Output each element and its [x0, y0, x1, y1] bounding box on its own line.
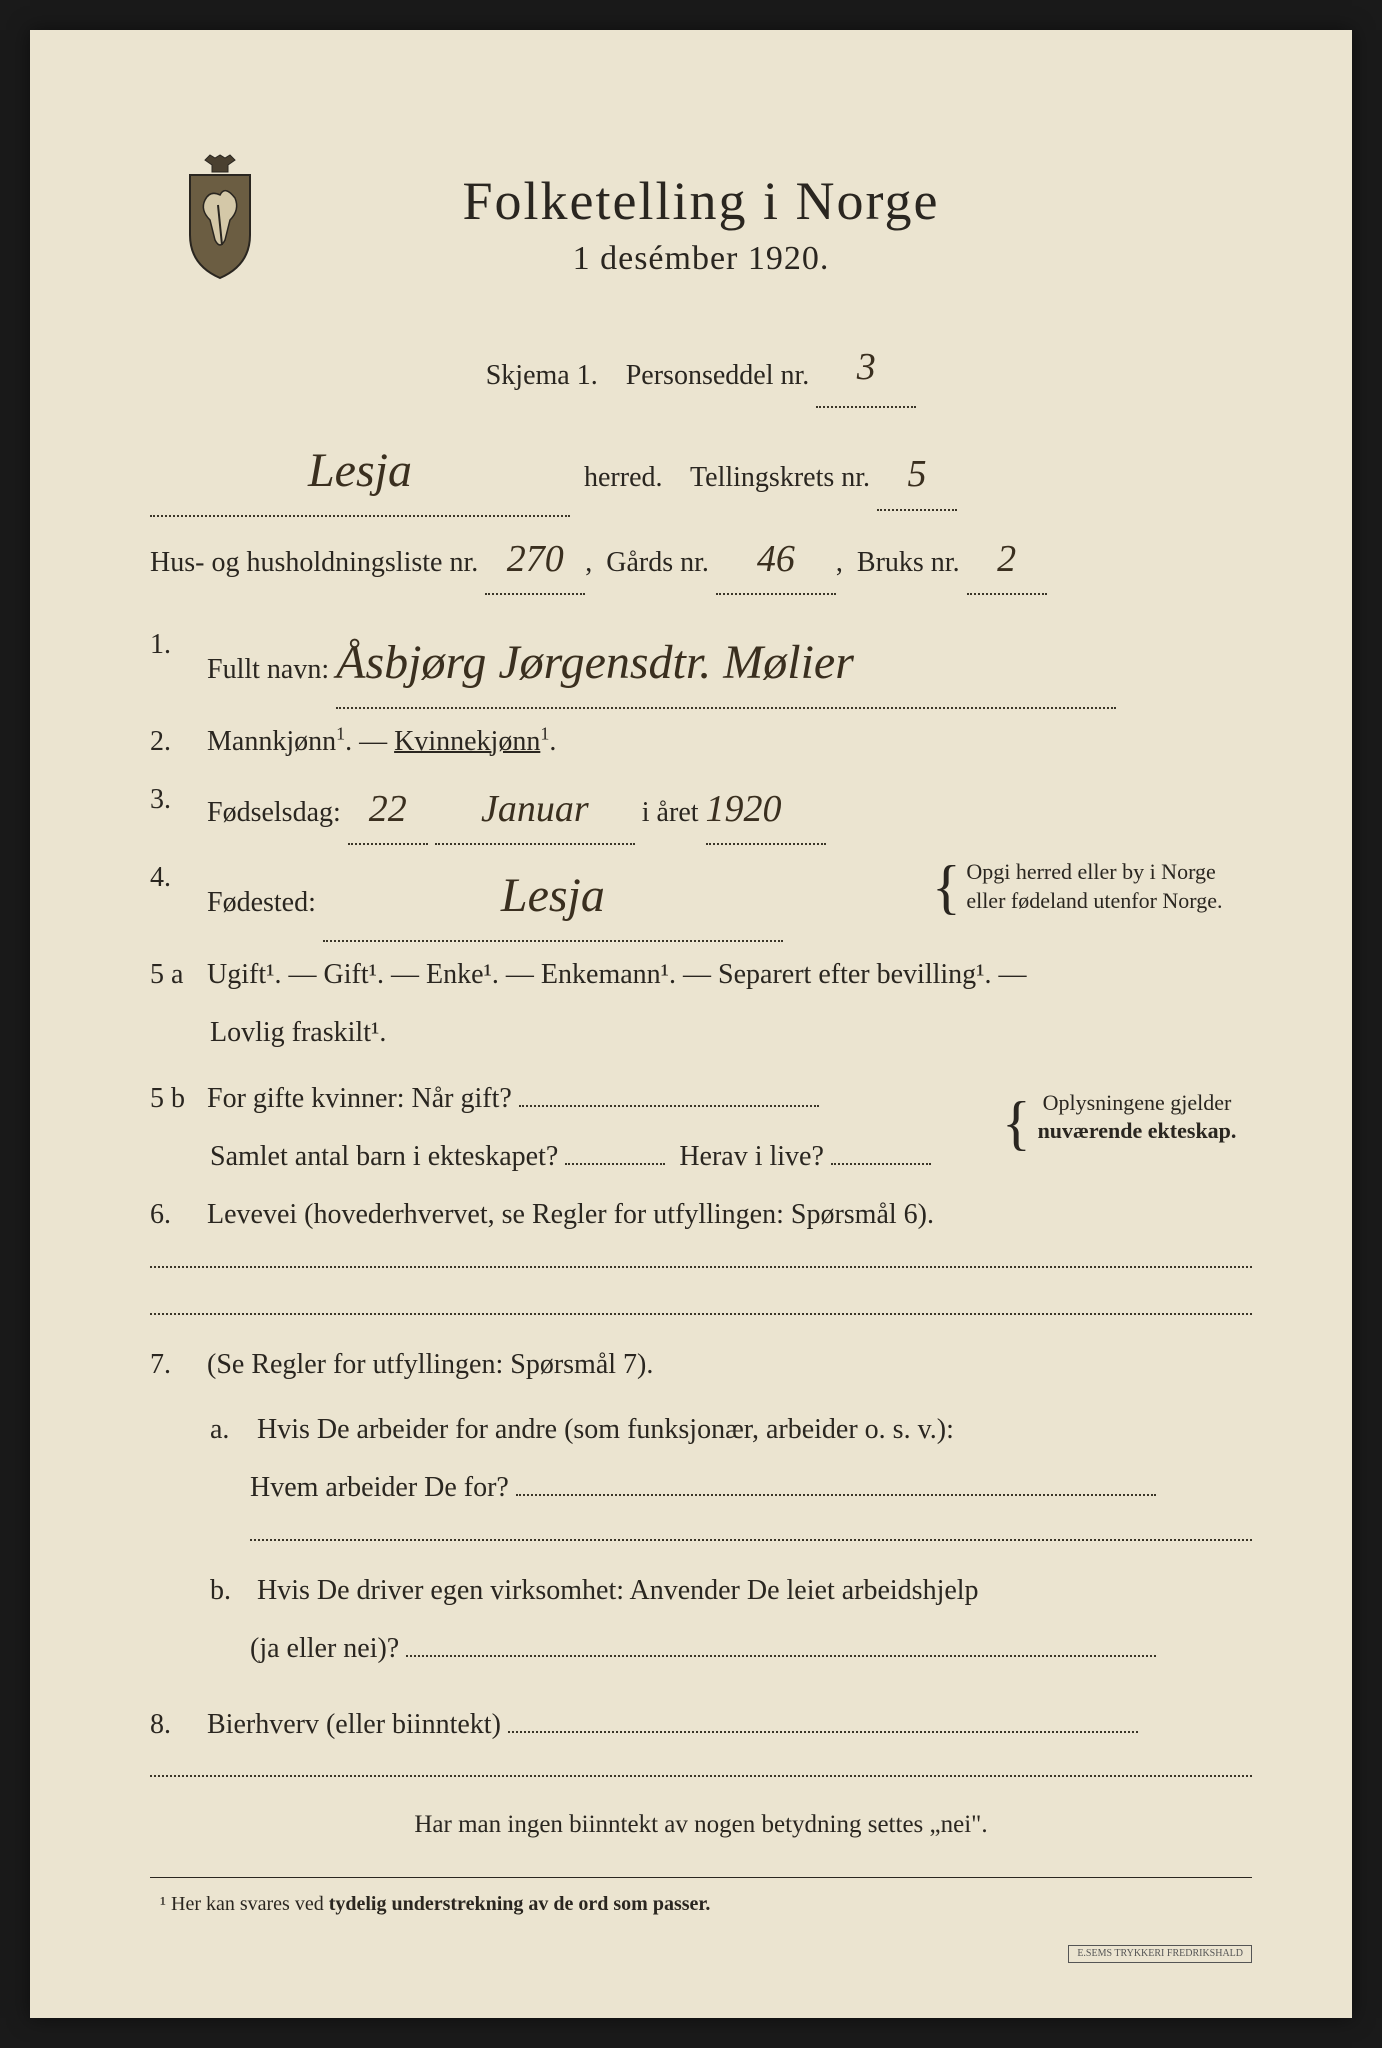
- q2-num: 2.: [150, 717, 200, 767]
- q6-num: 6.: [150, 1190, 200, 1240]
- q5b-label3: Herav i live?: [679, 1141, 824, 1172]
- q5b-row: 5 b For gifte kvinner: Når gift? { Oplys…: [150, 1074, 1252, 1124]
- q5b-label2: Samlet antal barn i ekteskapet?: [210, 1141, 558, 1172]
- bruks-value: 2: [997, 525, 1016, 593]
- document-header: Folketelling i Norge 1 desémber 1920.: [150, 170, 1252, 278]
- personseddel-value: 3: [857, 333, 876, 401]
- gards-value: 46: [757, 525, 795, 593]
- footer-note: Har man ingen biinntekt av nogen betydni…: [150, 1802, 1252, 1847]
- coat-of-arms-icon: [170, 150, 270, 280]
- dotted-line-4: [150, 1775, 1252, 1777]
- q3-year: 1920: [706, 775, 782, 843]
- census-document: Folketelling i Norge 1 desémber 1920. Sk…: [30, 30, 1352, 2018]
- q8-label: Bierhverv (eller biinntekt): [207, 1709, 501, 1740]
- q4-label: Fødested:: [207, 887, 316, 918]
- q5b-line2: Samlet antal barn i ekteskapet? Herav i …: [210, 1132, 1252, 1182]
- q5a-line2-text: Lovlig fraskilt¹.: [210, 1017, 386, 1048]
- q4-row: 4. Fødested: Lesja { Opgi herred eller b…: [150, 853, 1252, 941]
- dotted-line-1: [150, 1266, 1252, 1268]
- q7b-num: b.: [210, 1566, 250, 1616]
- q3-label: Fødselsdag:: [207, 797, 341, 828]
- personseddel-label: Personseddel nr.: [626, 360, 810, 391]
- tellingskrets-value: 5: [908, 440, 927, 508]
- q7a-num: a.: [210, 1405, 250, 1455]
- q7-label: (Se Regler for utfyllingen: Spørsmål 7).: [207, 1349, 653, 1380]
- q7b-label: Hvis De driver egen virksomhet: Anvender…: [257, 1575, 979, 1606]
- husliste-row: Hus- og husholdningsliste nr. 270, Gårds…: [150, 525, 1252, 595]
- q2-dash: —: [359, 726, 394, 757]
- form-body: Skjema 1. Personseddel nr. 3 Lesja herre…: [150, 338, 1252, 1922]
- shield-svg: [170, 150, 270, 280]
- q5b-label1: For gifte kvinner: Når gift?: [207, 1083, 512, 1114]
- bruks-label: Bruks nr.: [857, 547, 960, 578]
- page-title: Folketelling i Norge: [150, 170, 1252, 232]
- q6-row: 6. Levevei (hovederhvervet, se Regler fo…: [150, 1190, 1252, 1240]
- footnote-text: ¹ Her kan svares ved tydelig understrekn…: [150, 1893, 710, 1915]
- q5a-line2: Lovlig fraskilt¹.: [210, 1008, 1252, 1058]
- skjema-label: Skjema 1.: [486, 360, 598, 391]
- herred-row: Lesja herred. Tellingskrets nr. 5: [150, 428, 1252, 516]
- printer-stamp: E.SEMS TRYKKERI FREDRIKSHALD: [1068, 1945, 1252, 1963]
- q3-row: 3. Fødselsdag: 22 Januar i året 1920: [150, 775, 1252, 845]
- tellingskrets-label: Tellingskrets nr.: [690, 462, 870, 493]
- q7a-row: a. Hvis De arbeider for andre (som funks…: [210, 1405, 1252, 1455]
- q1-label: Fullt navn:: [207, 654, 329, 685]
- q1-num: 1.: [150, 620, 200, 670]
- q2-row: 2. Mannkjønn1. — Kvinnekjønn1.: [150, 717, 1252, 767]
- husliste-value: 270: [507, 525, 564, 593]
- q7a-label: Hvis De arbeider for andre (som funksjon…: [257, 1414, 954, 1445]
- q3-aret: i året: [642, 797, 699, 828]
- q4-value: Lesja: [501, 869, 605, 922]
- q5a-num: 5 a: [150, 950, 200, 1000]
- q5b-num: 5 b: [150, 1074, 200, 1124]
- q7b-line2-text: (ja eller nei)?: [250, 1633, 399, 1664]
- q8-num: 8.: [150, 1700, 200, 1750]
- q6-label: Levevei (hovederhvervet, se Regler for u…: [207, 1199, 934, 1230]
- brace-icon: {: [932, 863, 961, 911]
- q2-kvinne: Kvinnekjønn: [394, 726, 540, 757]
- q2-mann: Mannkjønn: [207, 726, 336, 757]
- page-subtitle: 1 desémber 1920.: [150, 240, 1252, 278]
- q4-note-text: Opgi herred eller by i Norge eller fødel…: [966, 858, 1236, 915]
- gards-label: Gårds nr.: [606, 547, 709, 578]
- q7b-row: b. Hvis De driver egen virksomhet: Anven…: [210, 1566, 1252, 1616]
- husliste-label: Hus- og husholdningsliste nr.: [150, 547, 478, 578]
- q3-month: Januar: [481, 775, 589, 843]
- q4-num: 4.: [150, 853, 200, 903]
- herred-value: Lesja: [308, 444, 412, 497]
- footnote: ¹ Her kan svares ved tydelig understrekn…: [150, 1877, 1252, 1922]
- q7-row: 7. (Se Regler for utfyllingen: Spørsmål …: [150, 1340, 1252, 1390]
- q7a-line2-text: Hvem arbeider De for?: [250, 1472, 509, 1503]
- q1-row: 1. Fullt navn: Åsbjørg Jørgensdtr. Mølie…: [150, 620, 1252, 708]
- q1-value: Åsbjørg Jørgensdtr. Mølier: [336, 636, 854, 689]
- herred-label: herred.: [584, 462, 663, 493]
- q7-num: 7.: [150, 1340, 200, 1390]
- skjema-row: Skjema 1. Personseddel nr. 3: [150, 338, 1252, 408]
- footer-note-text: Har man ingen biinntekt av nogen betydni…: [414, 1811, 987, 1838]
- dotted-line-2: [150, 1313, 1252, 1315]
- q3-num: 3.: [150, 775, 200, 825]
- q8-row: 8. Bierhverv (eller biinntekt): [150, 1700, 1252, 1750]
- dotted-line-3: [250, 1539, 1252, 1541]
- q3-day: 22: [369, 775, 407, 843]
- q5a-row: 5 a Ugift¹. — Gift¹. — Enke¹. — Enkemann…: [150, 950, 1252, 1000]
- q7b-line2: (ja eller nei)?: [250, 1624, 1252, 1674]
- q7a-line2: Hvem arbeider De for?: [250, 1463, 1252, 1513]
- q4-sidenote: { Opgi herred eller by i Norge eller fød…: [932, 858, 1252, 915]
- q5a-options: Ugift¹. — Gift¹. — Enke¹. — Enkemann¹. —…: [207, 959, 1027, 990]
